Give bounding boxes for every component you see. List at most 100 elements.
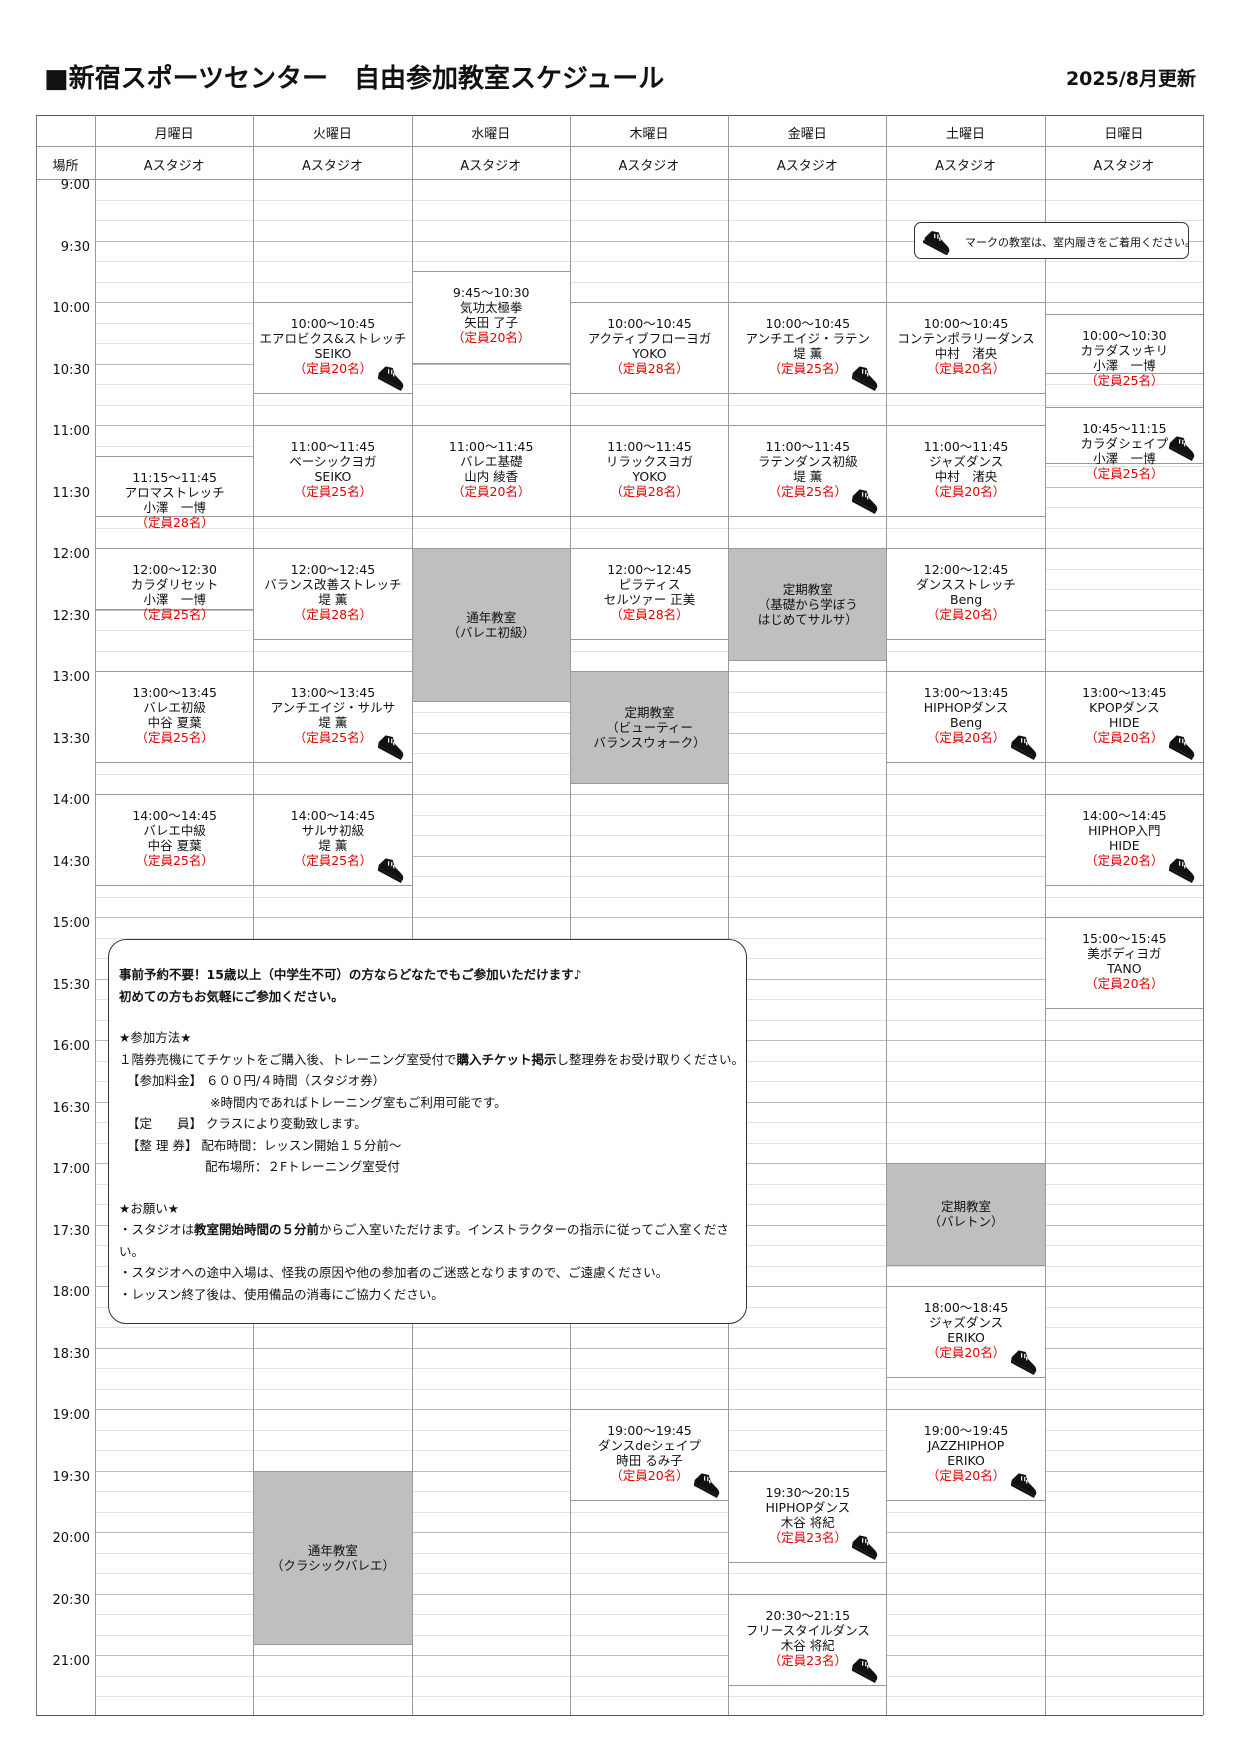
class-name: ジャズダンス <box>928 1315 1004 1330</box>
notice-heading: ★お願い★ <box>119 1200 179 1216</box>
class-time: 14:00～14:45 <box>132 808 217 823</box>
class-capacity: （定員25名） <box>135 607 214 622</box>
shoe-icon <box>852 1535 878 1560</box>
shoe-icon <box>1168 858 1195 884</box>
grid-line <box>95 240 1203 242</box>
class-instructor: 時田 るみ子 <box>616 1453 683 1468</box>
class-time: 19:00～19:45 <box>607 1423 692 1438</box>
time-label: 12:00 <box>52 547 90 562</box>
class-time: 12:00～12:30 <box>132 562 217 577</box>
grid-line <box>95 1593 1203 1595</box>
column-line <box>886 115 888 1715</box>
studio-label: Aスタジオ <box>143 159 205 174</box>
fixed-class-text: バランスウォーク） <box>593 734 706 750</box>
class-capacity: （定員28名） <box>610 607 689 622</box>
time-label: 15:00 <box>52 916 90 931</box>
class-box: 10:00～10:45 アンチエイジ・ラテン堤 薫（定員25名） <box>729 302 887 395</box>
class-box: 13:00～13:45 HIPHOPダンス Beng （定員20名） <box>887 671 1045 764</box>
grid-line <box>95 261 1203 262</box>
column-line <box>1044 115 1046 1715</box>
class-time: 12:00～12:45 <box>607 562 692 577</box>
class-name: 美ボディヨガ <box>1087 946 1162 961</box>
class-time: 10:00～10:30 <box>1082 328 1167 344</box>
class-name: フリースタイルダンス <box>745 1622 870 1638</box>
shoe-icon <box>1010 1350 1036 1376</box>
notice-line: ・スタジオは教室開始時間の５分前からご入室いただけます。インストラクターの指示に… <box>119 1219 746 1262</box>
grid-line <box>95 937 1203 939</box>
class-capacity: （定員28名） <box>610 361 689 376</box>
class-time: 14:00～14:45 <box>1082 808 1167 823</box>
class-instructor: 中谷 夏葉 <box>147 715 202 730</box>
class-name: HIPHOPダンス <box>765 1499 851 1515</box>
grid-line <box>95 1368 1203 1369</box>
class-name: バランス改善ストレッチ <box>264 577 402 592</box>
time-label: 16:30 <box>52 1100 90 1116</box>
shoe-icon <box>852 1658 878 1683</box>
fixed-class-text: （バレトン） <box>928 1214 1004 1230</box>
text: し整理券をお受け取りください。 <box>556 1051 745 1067</box>
class-name: サルサ初級 <box>301 823 365 838</box>
class-name: ベーシックヨガ <box>289 454 377 469</box>
fixed-class-text: 定期教室 <box>782 581 833 597</box>
time-label: 14:30 <box>52 854 90 870</box>
class-box: 19:30～20:15 HIPHOPダンス 木谷 将紀 （定員23名） <box>729 1470 887 1563</box>
class-time: 13:00～13:45 <box>1082 685 1167 700</box>
fixed-class-text: （バレエ初級） <box>447 624 535 640</box>
class-name: カラダリセット <box>130 577 219 592</box>
class-box: 19:00～19:45 JAZZHIPHOP ERIKO （定員20名） <box>887 1409 1045 1502</box>
class-capacity: （定員25名） <box>135 853 214 868</box>
class-instructor: 中谷 夏葉 <box>147 838 202 853</box>
class-box: 13:00～13:45 バレエ初級 中谷 夏葉 （定員25名） <box>96 671 254 764</box>
class-box: 13:00～13:45 KPOPダンス HIDE （定員20名） <box>1045 671 1203 764</box>
class-time: 11:00～11:45 <box>448 439 534 454</box>
class-name: カラダシェイプ <box>1080 435 1169 451</box>
class-box: 9:45～10:30 気功太極拳 矢田 了子 （定員20名） <box>412 271 570 364</box>
time-label: 17:30 <box>52 1223 90 1239</box>
class-box: 11:15～11:45 アロマストレッチ 小澤 一博 （定員28名） <box>96 455 254 530</box>
class-instructor: HIDE <box>1109 838 1140 853</box>
class-box: 10:00～10:30 カラダスッキリ 小澤 一博 （定員25名） <box>1045 314 1203 388</box>
day-header: 日曜日 <box>1104 127 1144 142</box>
class-capacity: （定員20名） <box>926 607 1006 622</box>
class-name: エアロビクス&ストレッチ <box>259 331 407 346</box>
shoe-icon <box>377 366 403 392</box>
shoe-icon <box>852 366 878 392</box>
class-box: 12:00～12:30 カラダリセット 小澤 一博 （定員25名） <box>96 548 254 622</box>
class-instructor: 堤 薫 <box>318 838 348 853</box>
class-box: 10:00～10:45 アクティブフローヨガ YOKO （定員28名） <box>570 302 729 395</box>
time-label: 11:30 <box>52 485 90 501</box>
class-name: バレエ中級 <box>143 823 206 838</box>
class-capacity: （定員20名） <box>926 484 1006 499</box>
class-name: 気功太極拳 <box>459 300 523 316</box>
class-box: 14:00～14:45 HIPHOP入門 HIDE （定員20名） <box>1045 794 1203 887</box>
time-label: 16:00 <box>52 1039 90 1054</box>
shoe-icon <box>377 858 403 884</box>
text-bold: 購入チケット掲示 <box>456 1051 557 1067</box>
class-instructor: 堤 薫 <box>793 346 823 361</box>
day-header: 月曜日 <box>154 127 194 142</box>
class-capacity: （定員20名） <box>1085 730 1164 745</box>
fixed-class: 通年教室 （バレエ初級） <box>412 548 570 702</box>
class-box: 19:00～19:45 ダンスdeシェイプ 時田 るみ子 （定員20名） <box>570 1409 729 1502</box>
shoe-icon <box>1168 735 1195 761</box>
notice-line: 【整 理 券】 配布時間：レッスン開始１５分前～ <box>127 1137 402 1153</box>
grid-line <box>95 1573 1203 1574</box>
class-name: リラックスヨガ <box>605 454 694 469</box>
grid-line <box>95 1552 1203 1554</box>
class-capacity: （定員25名） <box>1085 373 1164 389</box>
class-instructor: YOKO <box>632 346 667 361</box>
table-border <box>1203 115 1204 1715</box>
class-time: 15:00～15:45 <box>1082 931 1167 946</box>
studio-label: Aスタジオ <box>460 159 522 174</box>
class-name: バレエ初級 <box>143 700 206 715</box>
notice-line: 【参加料金】 ６００円/４時間（スタジオ券） <box>127 1073 386 1088</box>
class-name: ラテンダンス初級 <box>757 454 858 469</box>
updated-date: 2025/8月更新 <box>1065 68 1196 90</box>
fixed-class-text: （クラシックバレエ） <box>270 1557 395 1573</box>
grid-line <box>95 814 1203 816</box>
class-time: 10:00～10:45 <box>765 316 851 331</box>
class-capacity: （定員25名） <box>768 484 847 499</box>
legend-text: マークの教室は、室内履きをご着用ください。 <box>965 236 1196 249</box>
grid-line <box>95 527 1203 529</box>
